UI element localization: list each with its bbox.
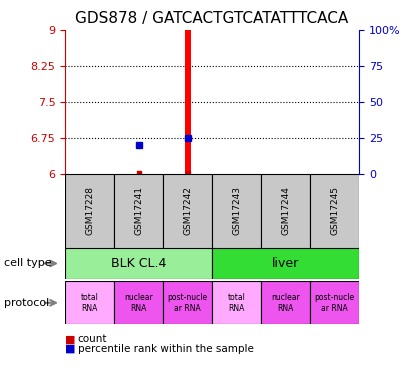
FancyBboxPatch shape [212, 248, 359, 279]
FancyBboxPatch shape [261, 174, 310, 248]
Text: BLK CL.4: BLK CL.4 [111, 257, 166, 270]
Text: post-nucle
ar RNA: post-nucle ar RNA [168, 293, 207, 312]
FancyBboxPatch shape [163, 281, 212, 324]
FancyBboxPatch shape [114, 174, 163, 248]
Text: cell type: cell type [4, 258, 52, 268]
Text: nuclear
RNA: nuclear RNA [124, 293, 153, 312]
Text: nuclear
RNA: nuclear RNA [271, 293, 300, 312]
Text: liver: liver [272, 257, 299, 270]
Text: percentile rank within the sample: percentile rank within the sample [78, 344, 254, 354]
Text: total
RNA: total RNA [81, 293, 99, 312]
Text: post-nucle
ar RNA: post-nucle ar RNA [315, 293, 354, 312]
FancyBboxPatch shape [65, 281, 114, 324]
FancyBboxPatch shape [261, 281, 310, 324]
Text: ■: ■ [65, 334, 76, 344]
FancyBboxPatch shape [163, 174, 212, 248]
Text: ■: ■ [65, 344, 76, 354]
FancyBboxPatch shape [65, 248, 212, 279]
Text: GSM17245: GSM17245 [330, 186, 339, 236]
FancyBboxPatch shape [212, 174, 261, 248]
Text: total
RNA: total RNA [228, 293, 246, 312]
FancyBboxPatch shape [65, 174, 114, 248]
Title: GDS878 / GATCACTGTCATATTTCACA: GDS878 / GATCACTGTCATATTTCACA [76, 11, 349, 26]
FancyBboxPatch shape [212, 281, 261, 324]
Text: GSM17241: GSM17241 [134, 186, 143, 236]
Text: GSM17242: GSM17242 [183, 186, 192, 236]
Text: GSM17228: GSM17228 [85, 186, 94, 236]
FancyBboxPatch shape [114, 281, 163, 324]
FancyBboxPatch shape [310, 174, 359, 248]
Text: GSM17244: GSM17244 [281, 186, 290, 236]
Text: GSM17243: GSM17243 [232, 186, 241, 236]
Text: protocol: protocol [4, 298, 50, 308]
Bar [185, 30, 191, 174]
FancyBboxPatch shape [310, 281, 359, 324]
Text: count: count [78, 334, 107, 344]
